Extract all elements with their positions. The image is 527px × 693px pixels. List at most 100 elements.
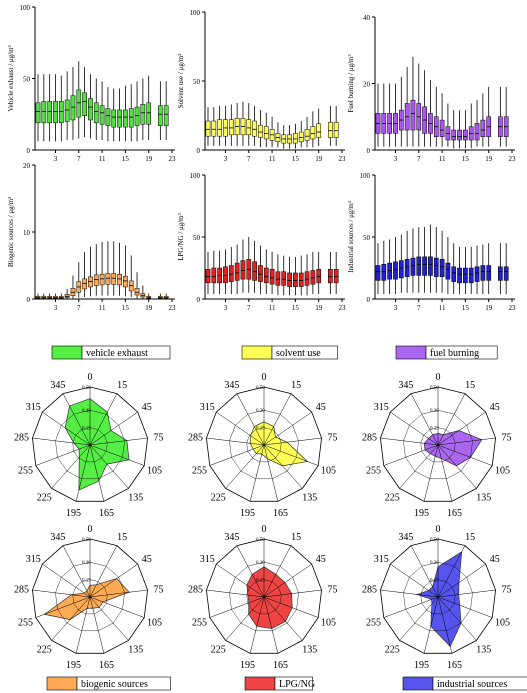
direction-label: 45 — [490, 554, 500, 565]
radar-outer-ring — [380, 538, 496, 654]
legend-box — [76, 676, 171, 691]
radar-spoke — [89, 563, 138, 598]
box-hour-8 — [82, 252, 87, 297]
radial-tick-label: 0.15 — [82, 579, 91, 584]
direction-label: 135 — [476, 493, 491, 504]
box-lpg: 0 50 100 3 7 11 15 19 23 LPG/NG / μg/m³ — [177, 172, 346, 312]
box-hour-9 — [258, 245, 263, 295]
box — [117, 109, 122, 128]
radar-spoke — [42, 563, 91, 598]
legend-radar-vehicle: vehicle exhaust — [51, 345, 171, 360]
box-hour-12 — [445, 237, 451, 295]
x-tick-label: 7 — [247, 304, 251, 312]
direction-label: 0 — [262, 524, 267, 535]
direction-label: 105 — [147, 465, 162, 476]
box — [451, 266, 457, 282]
radar-ring — [246, 579, 282, 615]
y-tick-label: 50 — [193, 78, 201, 86]
radar-spoke — [51, 444, 91, 489]
direction-label: 345 — [50, 532, 65, 543]
x-tick-label: 19 — [315, 304, 323, 312]
y-axis-label: Biogenic sources / μg/m³ — [7, 197, 15, 267]
direction-label: 0 — [262, 372, 267, 383]
x-tick-label: 11 — [99, 155, 106, 163]
x-tick-label: 19 — [145, 304, 153, 312]
box — [439, 119, 445, 137]
direction-label: 0 — [436, 372, 441, 383]
box — [99, 273, 105, 286]
direction-label: 225 — [385, 493, 400, 504]
box-hour-13 — [451, 243, 457, 295]
box-hour-22 — [333, 251, 339, 295]
box — [146, 102, 152, 125]
direction-label: 195 — [66, 508, 81, 519]
box-hour-17 — [474, 100, 480, 147]
radar-spoke — [410, 545, 439, 598]
box-hour-17 — [474, 245, 480, 295]
box — [263, 267, 269, 284]
direction-label: 15 — [465, 532, 475, 543]
y-tick-label: 100 — [360, 172, 371, 180]
box — [281, 271, 287, 286]
direction-label: 195 — [240, 508, 255, 519]
direction-label: 135 — [302, 645, 317, 656]
radar-ring — [403, 561, 473, 631]
radial-tick-label: 0.30 — [430, 409, 439, 414]
box — [93, 102, 99, 124]
radar-spoke — [437, 437, 496, 446]
radar-spoke — [263, 444, 279, 502]
legend-label: solvent use — [276, 348, 321, 359]
box — [333, 268, 339, 284]
box — [111, 109, 117, 128]
box-hour-22 — [503, 243, 509, 295]
box-hour-16 — [298, 121, 304, 148]
direction-label: 0 — [88, 372, 93, 383]
radar-spoke — [380, 437, 439, 446]
box-hour-13 — [111, 241, 117, 296]
box-hour-5 — [64, 288, 70, 299]
box — [275, 271, 281, 286]
box-hour-0 — [375, 83, 381, 147]
box-hour-5 — [234, 103, 240, 146]
box-hour-17 — [134, 81, 140, 142]
box — [134, 288, 140, 296]
y-tick-label: 0 — [197, 296, 201, 304]
legend-radar-biogenic: biogenic sources — [46, 676, 171, 691]
box — [310, 126, 316, 140]
radar-spoke — [399, 444, 439, 489]
direction-label: 15 — [465, 380, 475, 391]
x-tick-label: 19 — [145, 155, 153, 163]
box — [117, 273, 122, 286]
box-hour-10 — [433, 86, 439, 147]
direction-label: 285 — [362, 585, 377, 596]
box-hour-7 — [246, 103, 252, 146]
radar-spoke — [225, 444, 265, 489]
y-tick-label: 10 — [23, 229, 31, 237]
radar-spoke — [89, 596, 105, 654]
direction-label: 135 — [128, 645, 143, 656]
box — [64, 99, 70, 122]
x-tick-label: 15 — [292, 155, 300, 163]
box — [41, 101, 47, 124]
box-hour-15 — [123, 85, 128, 142]
radar-spoke — [437, 393, 466, 446]
direction-label: 285 — [362, 433, 377, 444]
direction-label: 285 — [188, 433, 203, 444]
direction-label: 45 — [316, 554, 326, 565]
direction-label: 165 — [273, 508, 288, 519]
direction-label: 315 — [200, 554, 215, 565]
direction-label: 105 — [495, 465, 510, 476]
box — [134, 106, 140, 126]
radar-spoke — [32, 437, 91, 446]
box-hour-21 — [497, 243, 503, 295]
legend-box — [274, 676, 313, 691]
x-tick-label: 23 — [169, 304, 177, 312]
box-hour-11 — [269, 116, 275, 148]
direction-label: 285 — [14, 585, 29, 596]
y-tick-label: 100 — [20, 4, 31, 12]
legend-radar-industrial: industrial sources — [402, 676, 527, 691]
direction-label: 0 — [436, 524, 441, 535]
direction-label: 255 — [366, 617, 381, 628]
box-hour-16 — [128, 255, 134, 297]
